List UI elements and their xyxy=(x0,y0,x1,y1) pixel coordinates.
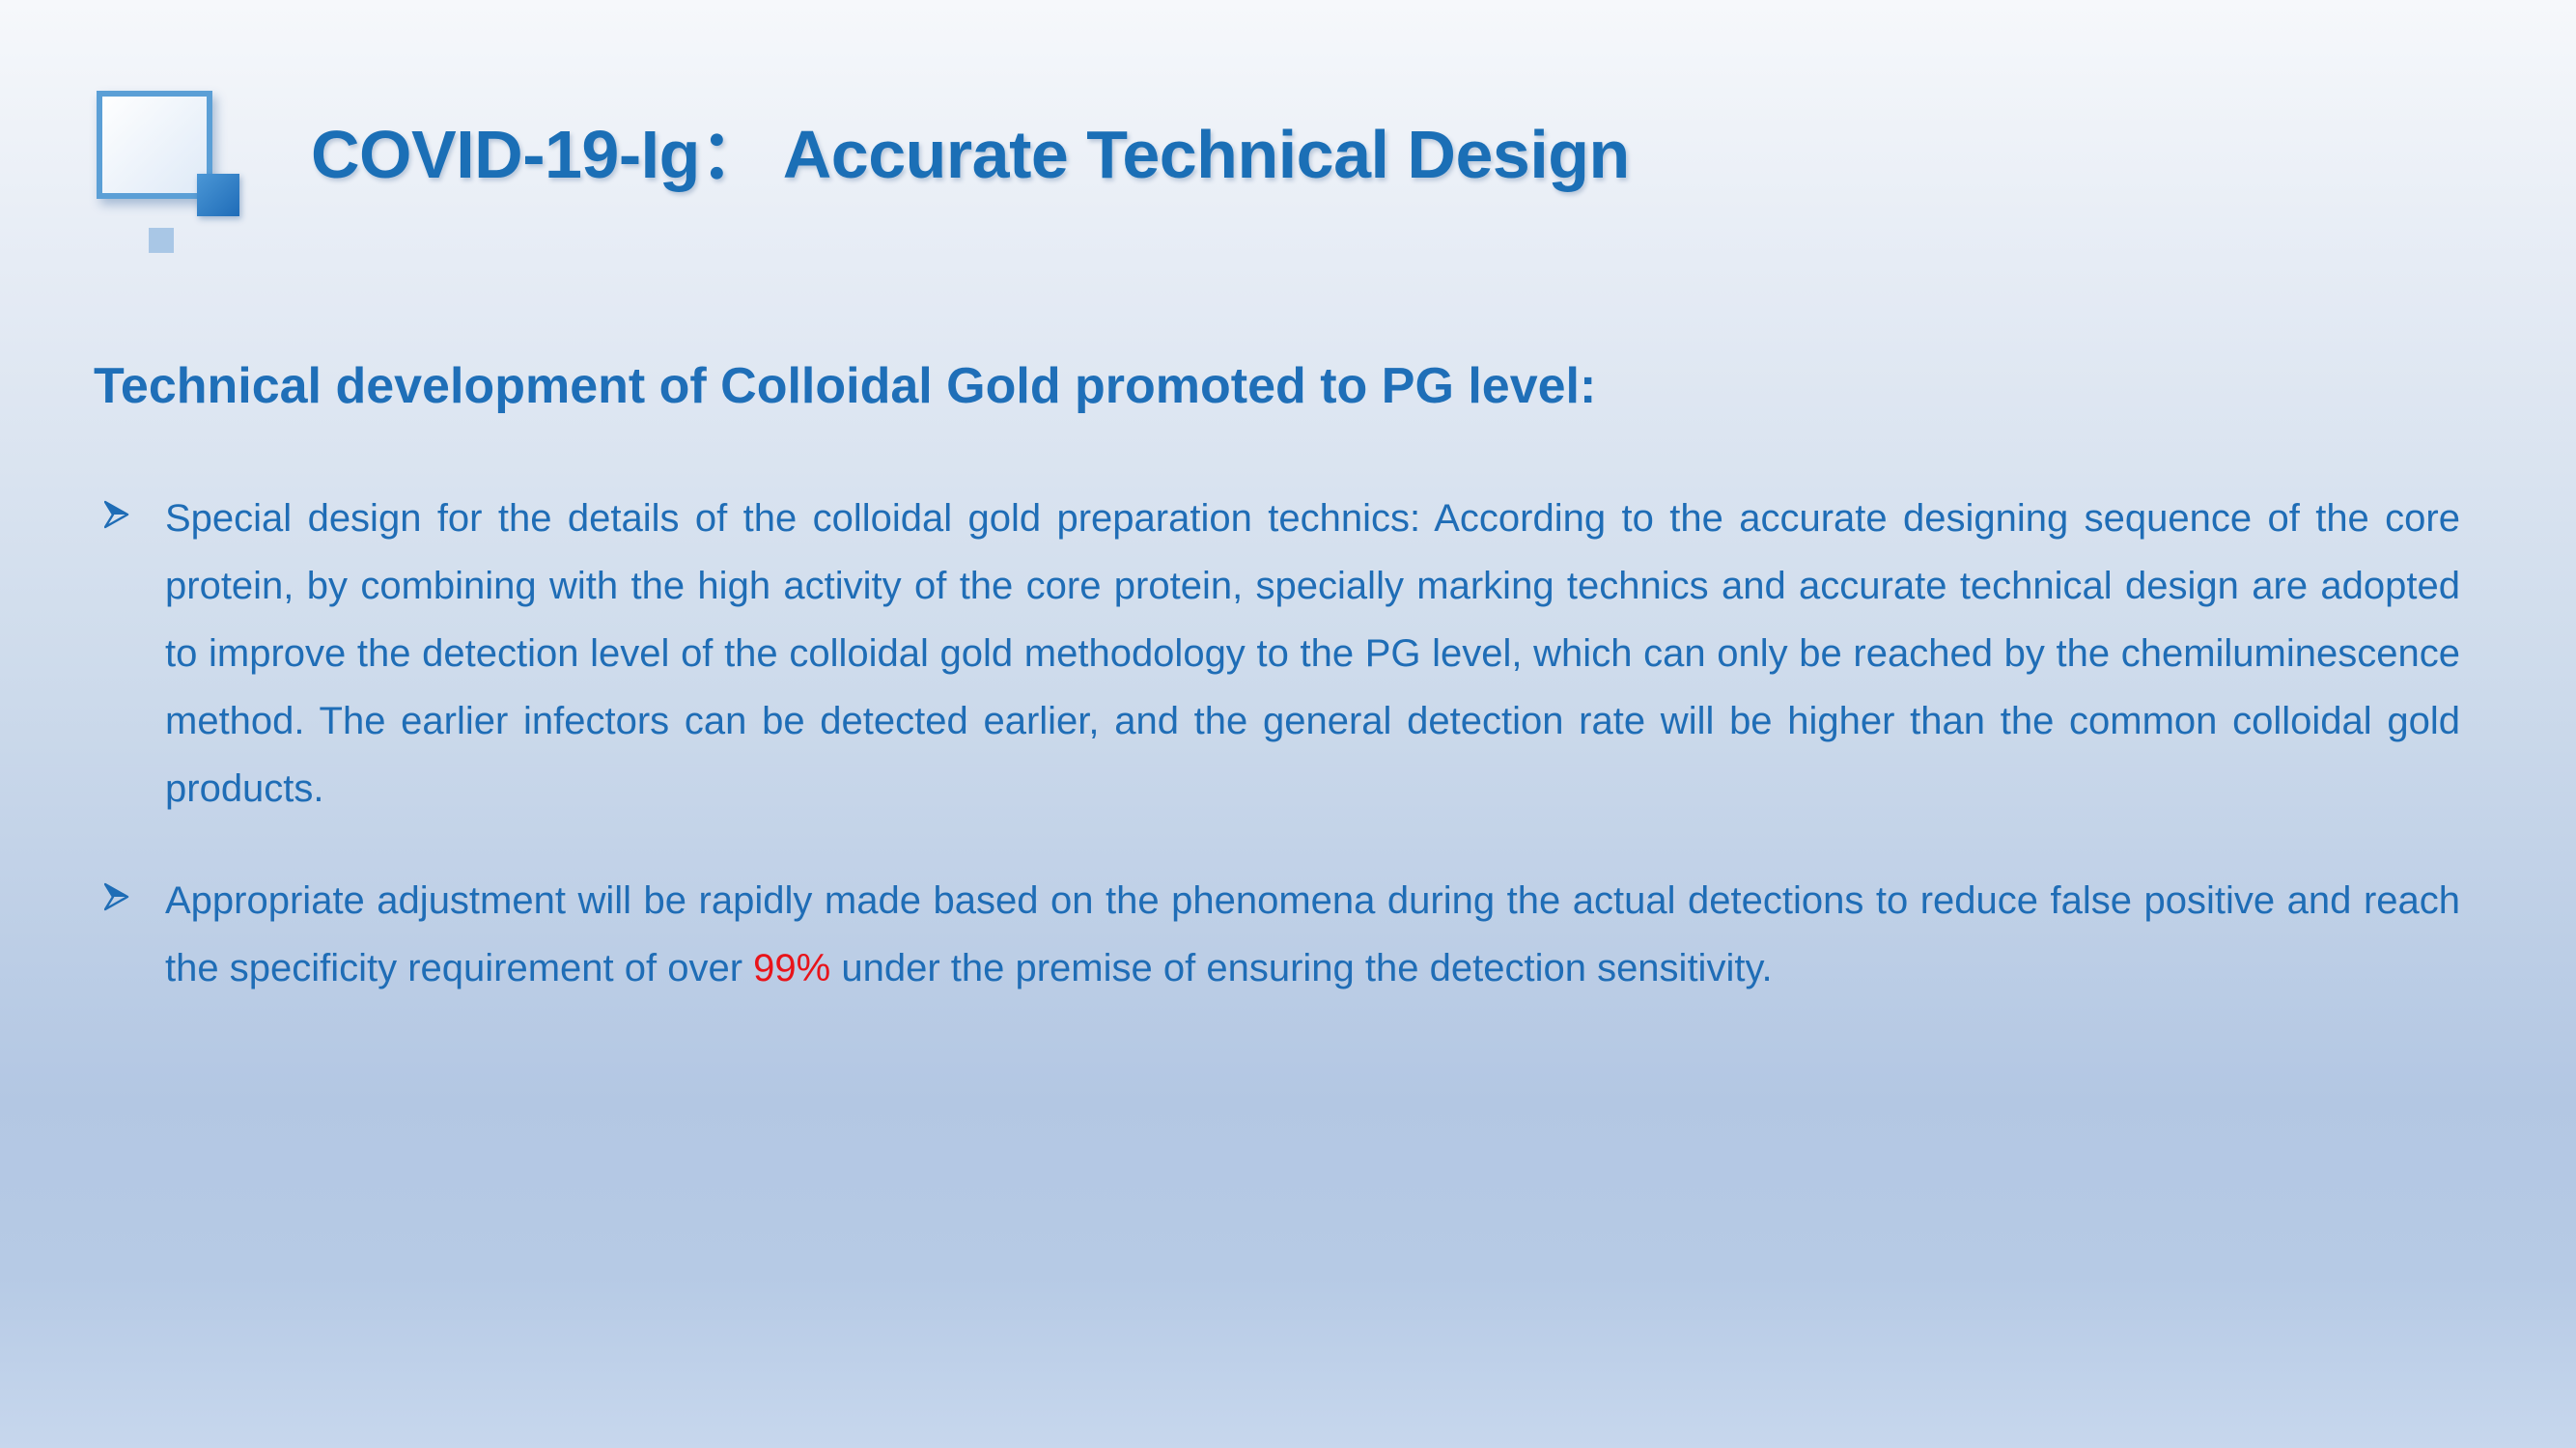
logo-frame xyxy=(97,91,212,199)
bullet-item: Special design for the details of the co… xyxy=(104,485,2460,822)
bullet-text-before: Appropriate adjustment will be rapidly m… xyxy=(165,879,2460,989)
section-subtitle: Technical development of Colloidal Gold … xyxy=(94,358,1597,414)
bullet-item: Appropriate adjustment will be rapidly m… xyxy=(104,867,2460,1002)
bullet-text-after: under the premise of ensuring the detect… xyxy=(830,947,1773,989)
bullet-text: Special design for the details of the co… xyxy=(165,497,2460,810)
bullet-text: Appropriate adjustment will be rapidly m… xyxy=(165,867,2460,1002)
specificity-highlight: 99% xyxy=(753,947,831,989)
logo-square-small xyxy=(149,228,174,253)
arrowhead-bullet-icon xyxy=(104,882,129,911)
arrowhead-bullet-icon xyxy=(104,500,129,529)
logo-squares-icon xyxy=(97,89,251,263)
slide-title: COVID-19-Ig： Accurate Technical Design xyxy=(311,117,1630,192)
logo-square-large xyxy=(197,174,239,216)
